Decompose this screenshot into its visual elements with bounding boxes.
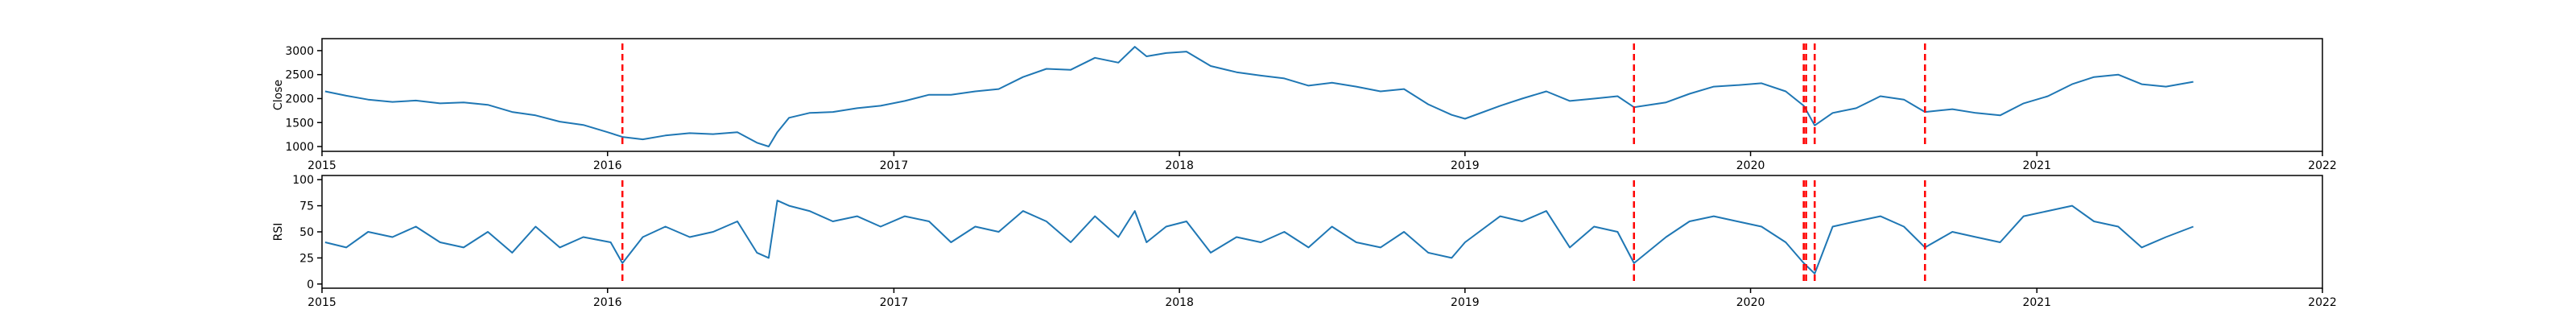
x-tick-label: 2020 — [1736, 159, 1765, 172]
x-tick-label: 2021 — [2022, 296, 2051, 309]
x-tick-label: 2018 — [1165, 296, 1194, 309]
x-tick-label: 2019 — [1451, 159, 1480, 172]
x-tick-label: 2017 — [880, 296, 909, 309]
y-tick-label: 0 — [307, 279, 314, 291]
x-tick-label: 2021 — [2022, 159, 2051, 172]
x-tick-label: 2022 — [2308, 296, 2337, 309]
y-axis-label: RSI — [272, 223, 285, 242]
y-tick-label: 100 — [292, 174, 314, 187]
y-tick-label: 1500 — [285, 117, 314, 130]
chart-panel-2: 2015 2016 2017 2018 2019 2020 2021 2022 0 25 50 75 1… — [272, 174, 2337, 309]
x-tick-label: 2020 — [1736, 296, 1765, 309]
y-tick-label: 1000 — [285, 141, 314, 154]
x-tick-label: 2016 — [593, 159, 622, 172]
y-tick-label: 3000 — [285, 45, 314, 58]
y-axis-label: Close — [272, 80, 285, 110]
series-line — [324, 46, 2194, 147]
y-tick-label: 2500 — [285, 69, 314, 82]
y-tick-label: 25 — [299, 252, 314, 265]
y-tick-label: 2000 — [285, 93, 314, 105]
axes-frame — [321, 38, 2323, 152]
x-tick-label: 2015 — [308, 296, 336, 309]
x-tick-label: 2016 — [593, 296, 622, 309]
y-tick-label: 50 — [299, 226, 314, 239]
x-tick-label: 2022 — [2308, 159, 2337, 172]
series-line — [324, 200, 2194, 275]
y-tick-label: 75 — [299, 200, 314, 213]
chart-panel-1: 2015 2016 2017 2018 2019 2020 2021 2022 1000 1500… — [272, 38, 2337, 172]
x-tick-label: 2017 — [880, 159, 909, 172]
x-tick-label: 2018 — [1165, 159, 1194, 172]
x-tick-label: 2019 — [1451, 296, 1480, 309]
x-tick-label: 2015 — [308, 159, 336, 172]
